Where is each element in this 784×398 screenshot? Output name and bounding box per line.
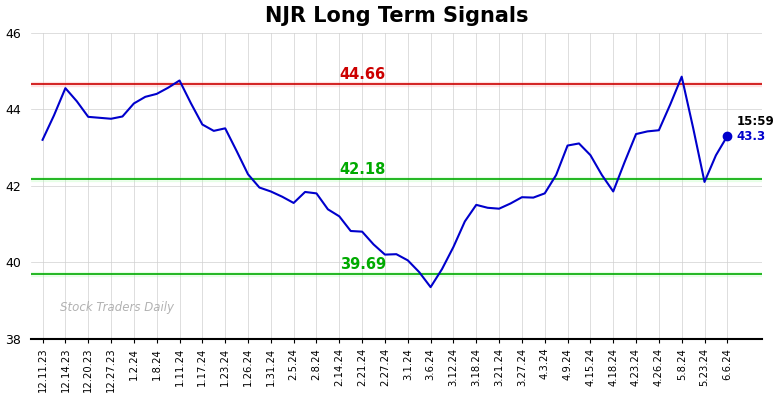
Text: 44.66: 44.66: [339, 67, 386, 82]
Title: NJR Long Term Signals: NJR Long Term Signals: [265, 6, 528, 25]
Text: 39.69: 39.69: [339, 257, 386, 272]
Text: 43.3: 43.3: [736, 130, 766, 143]
Text: Stock Traders Daily: Stock Traders Daily: [60, 301, 174, 314]
Bar: [31, 272, 761, 276]
Text: 15:59: 15:59: [736, 115, 775, 128]
Bar: [31, 177, 761, 181]
Text: 42.18: 42.18: [339, 162, 386, 177]
Bar: [31, 82, 761, 86]
